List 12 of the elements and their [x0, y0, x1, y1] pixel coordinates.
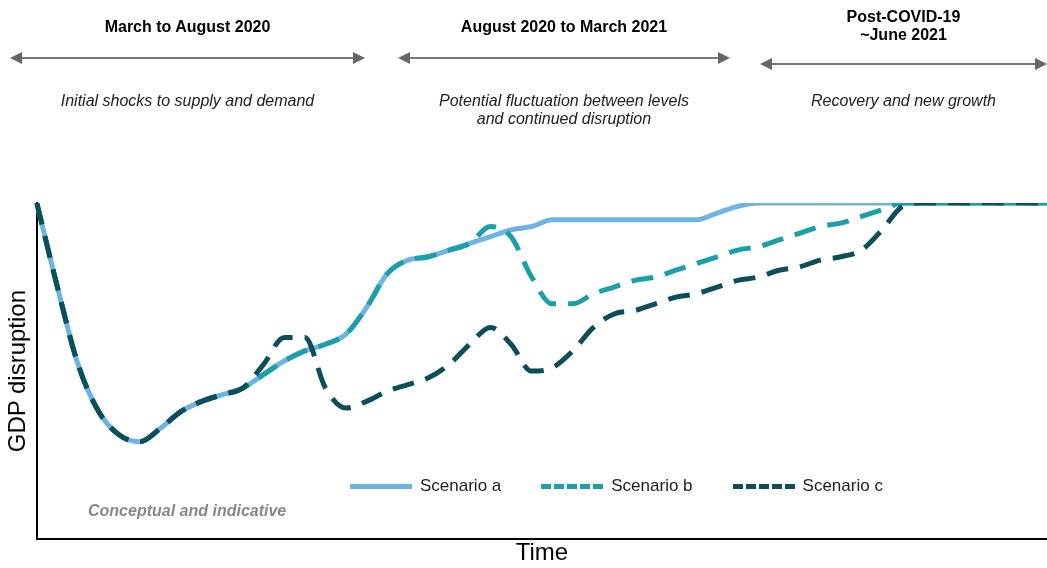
text: Initial shocks to supply and demand: [59, 92, 316, 110]
text: Post-COVID-19 ~June 2021: [845, 8, 962, 44]
x-axis-title: Time: [515, 538, 569, 566]
text: March to August 2020: [103, 18, 272, 36]
legend-label: Scenario b: [610, 476, 693, 496]
y-axis-title: GDP disruption: [3, 289, 31, 453]
text: August 2020 to March 2021: [459, 18, 669, 36]
legend-label: Scenario c: [801, 476, 883, 496]
annotation: Conceptual and indicative: [88, 502, 287, 520]
text: Potential fluctuation between levels and continued disruption: [438, 92, 690, 128]
legend-label: Scenario a: [419, 476, 502, 496]
text: Recovery and new growth: [810, 92, 997, 110]
